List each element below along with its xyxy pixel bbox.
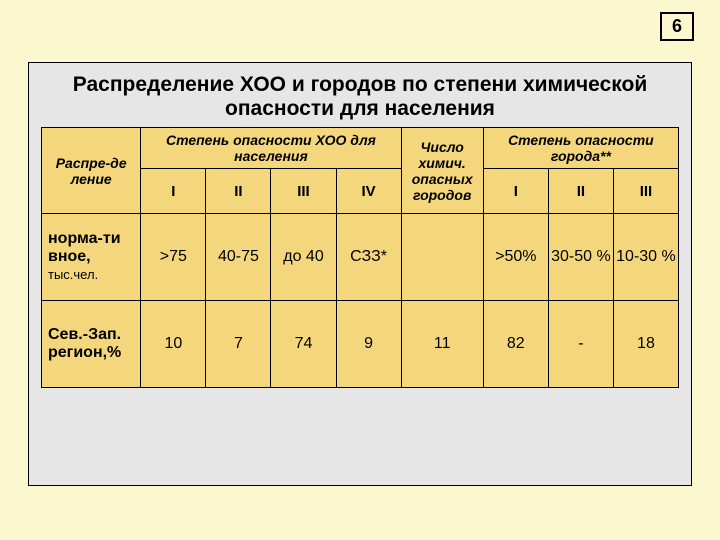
cell: 10 (141, 301, 206, 388)
header-group2: Число химич. опасных городов (401, 128, 483, 214)
page-title: Распределение ХОО и городов по степени х… (41, 73, 679, 121)
cell: >50% (483, 214, 548, 301)
table-row: норма-ти вное, тыс.чел. >75 40-75 до 40 … (42, 214, 679, 301)
header-col1: Распре-де ление (42, 128, 141, 214)
sub-2: II (206, 169, 271, 214)
cell: 18 (613, 301, 678, 388)
row2-label-main: Сев.-Зап. регион,% (48, 326, 121, 361)
page-number: 6 (672, 16, 682, 36)
data-table: Распре-де ление Степень опасности ХОО дл… (41, 127, 679, 388)
row1-label-main: норма-ти вное, (48, 230, 121, 265)
cell: СЗЗ* (336, 214, 401, 301)
title-line-2: опасности для населения (225, 97, 495, 120)
sub-5: I (483, 169, 548, 214)
cell (401, 214, 483, 301)
sub-3: III (271, 169, 336, 214)
header-group1: Степень опасности ХОО для населения (141, 128, 401, 169)
page-number-badge: 6 (660, 12, 694, 41)
sub-4: IV (336, 169, 401, 214)
cell: 30-50 % (548, 214, 613, 301)
sub-7: III (613, 169, 678, 214)
cell: 10-30 % (613, 214, 678, 301)
cell: - (548, 301, 613, 388)
sub-1: I (141, 169, 206, 214)
sub-6: II (548, 169, 613, 214)
cell: 7 (206, 301, 271, 388)
header-group3: Степень опасности города** (483, 128, 678, 169)
cell: 74 (271, 301, 336, 388)
row2-label: Сев.-Зап. регион,% (42, 301, 141, 388)
row1-label-sub: тыс.чел. (48, 267, 98, 282)
cell: >75 (141, 214, 206, 301)
cell: 40-75 (206, 214, 271, 301)
cell: 9 (336, 301, 401, 388)
title-line-1: Распределение ХОО и городов по степени х… (73, 73, 648, 96)
table-row: Сев.-Зап. регион,% 10 7 74 9 11 82 - 18 (42, 301, 679, 388)
content-panel: Распределение ХОО и городов по степени х… (28, 62, 692, 486)
row1-label: норма-ти вное, тыс.чел. (42, 214, 141, 301)
cell: до 40 (271, 214, 336, 301)
cell: 82 (483, 301, 548, 388)
cell: 11 (401, 301, 483, 388)
header-row-1: Распре-де ление Степень опасности ХОО дл… (42, 128, 679, 169)
